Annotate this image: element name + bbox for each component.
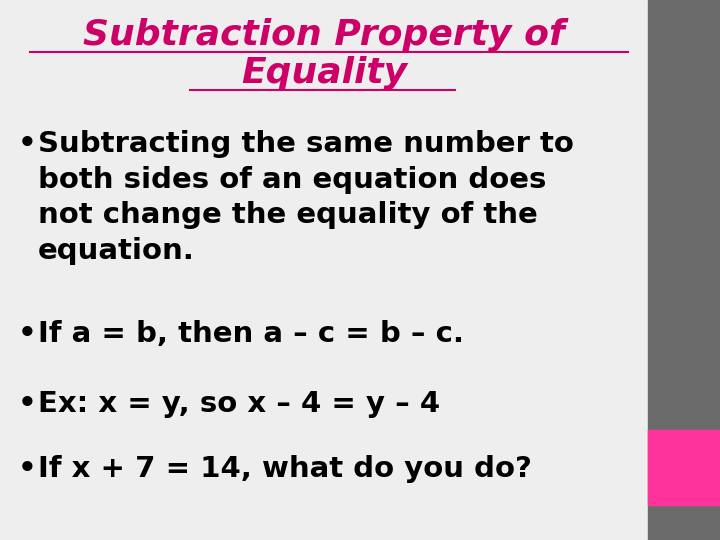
Text: Subtraction Property of: Subtraction Property of	[83, 18, 565, 52]
Text: If x + 7 = 14, what do you do?: If x + 7 = 14, what do you do?	[38, 455, 532, 483]
Text: •: •	[18, 320, 37, 348]
Text: If a = b, then a – c = b – c.: If a = b, then a – c = b – c.	[38, 320, 464, 348]
Text: Equality: Equality	[241, 56, 407, 90]
Bar	[648, 430, 720, 505]
Bar	[648, 0, 720, 540]
Text: Ex: x = y, so x – 4 = y – 4: Ex: x = y, so x – 4 = y – 4	[38, 390, 440, 418]
Text: •: •	[18, 455, 37, 483]
Text: •: •	[18, 130, 37, 158]
Text: •: •	[18, 390, 37, 418]
Text: Subtracting the same number to
both sides of an equation does
not change the equ: Subtracting the same number to both side…	[38, 130, 574, 265]
